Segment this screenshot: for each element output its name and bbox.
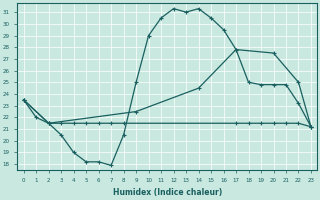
X-axis label: Humidex (Indice chaleur): Humidex (Indice chaleur) [113,188,222,197]
